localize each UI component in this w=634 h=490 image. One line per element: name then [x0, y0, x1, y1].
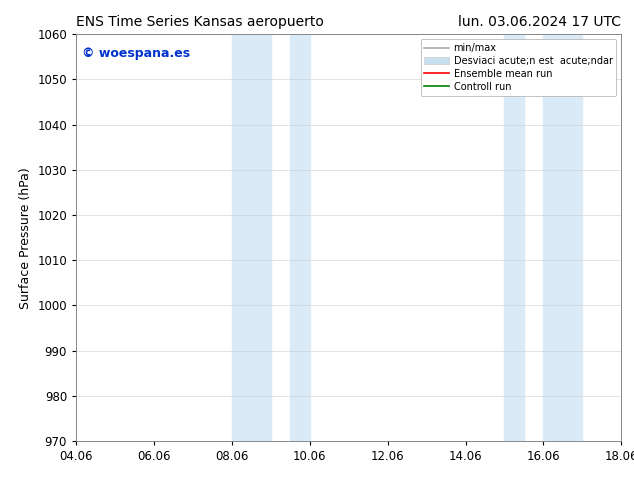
Bar	[543, 34, 583, 441]
Text: lun. 03.06.2024 17 UTC: lun. 03.06.2024 17 UTC	[458, 15, 621, 29]
Bar	[232, 34, 271, 441]
Legend: min/max, Desviaci acute;n est  acute;ndar, Ensemble mean run, Controll run: min/max, Desviaci acute;n est acute;ndar…	[420, 39, 616, 96]
Bar	[505, 34, 524, 441]
Bar	[290, 34, 310, 441]
Text: ENS Time Series Kansas aeropuerto: ENS Time Series Kansas aeropuerto	[76, 15, 324, 29]
Y-axis label: Surface Pressure (hPa): Surface Pressure (hPa)	[19, 167, 32, 309]
Text: © woespana.es: © woespana.es	[82, 47, 190, 59]
